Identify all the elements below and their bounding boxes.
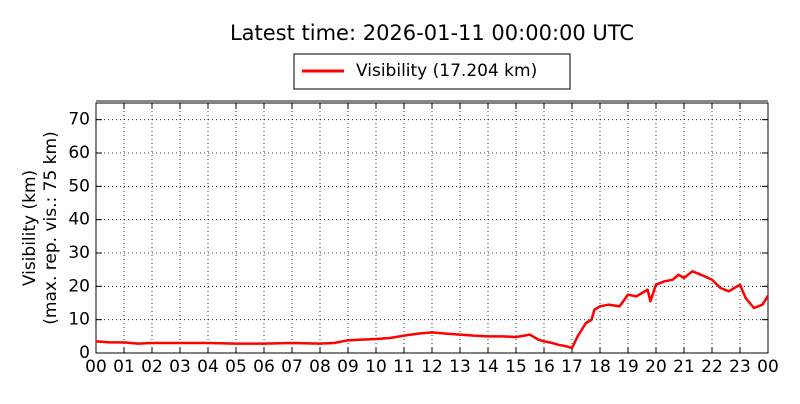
x-tick-label: 13: [449, 357, 471, 377]
x-tick-label: 11: [393, 357, 415, 377]
y-tick-label: 40: [68, 210, 90, 230]
data-line: [95, 270, 770, 350]
x-tick-label: 22: [701, 357, 723, 377]
x-tick-label: 06: [253, 357, 275, 377]
x-tick-label: 18: [589, 357, 611, 377]
y-axis-label: (max. rep. vis.: 75 km): [41, 131, 61, 324]
x-tick-label: 07: [281, 357, 303, 377]
legend-label: Visibility (17.204 km): [356, 61, 537, 81]
plot-frame: [95, 102, 769, 354]
y-tick-label: 0: [79, 343, 90, 363]
x-tick-label: 10: [365, 357, 387, 377]
x-tick-label: 00: [757, 357, 779, 377]
x-tick-label: 23: [729, 357, 751, 377]
x-tick-label: 17: [561, 357, 583, 377]
x-tick-label: 14: [477, 357, 499, 377]
y-tick-label: 20: [68, 276, 90, 296]
y-tick-label: 30: [68, 243, 90, 263]
x-tick-label: 02: [141, 357, 163, 377]
x-tick-label: 20: [645, 357, 667, 377]
y-axis-label: Visibility (km): [20, 170, 40, 286]
y-tick-label: 70: [68, 110, 90, 130]
y-tick-label: 60: [68, 143, 90, 163]
x-tick-label: 04: [197, 357, 219, 377]
x-tick-label: 12: [421, 357, 443, 377]
chart-title: Latest time: 2026-01-11 00:00:00 UTC: [230, 21, 634, 45]
x-tick-label: 16: [533, 357, 555, 377]
x-tick-label: 15: [505, 357, 527, 377]
x-tick-label: 08: [309, 357, 331, 377]
y-tick-label: 50: [68, 176, 90, 196]
x-tick-label: 05: [225, 357, 247, 377]
x-tick-label: 03: [169, 357, 191, 377]
x-tick-label: 19: [617, 357, 639, 377]
y-tick-label: 10: [68, 310, 90, 330]
x-tick-label: 21: [673, 357, 695, 377]
x-tick-label: 09: [337, 357, 359, 377]
x-tick-label: 01: [113, 357, 135, 377]
x-tick-label: 00: [85, 357, 107, 377]
